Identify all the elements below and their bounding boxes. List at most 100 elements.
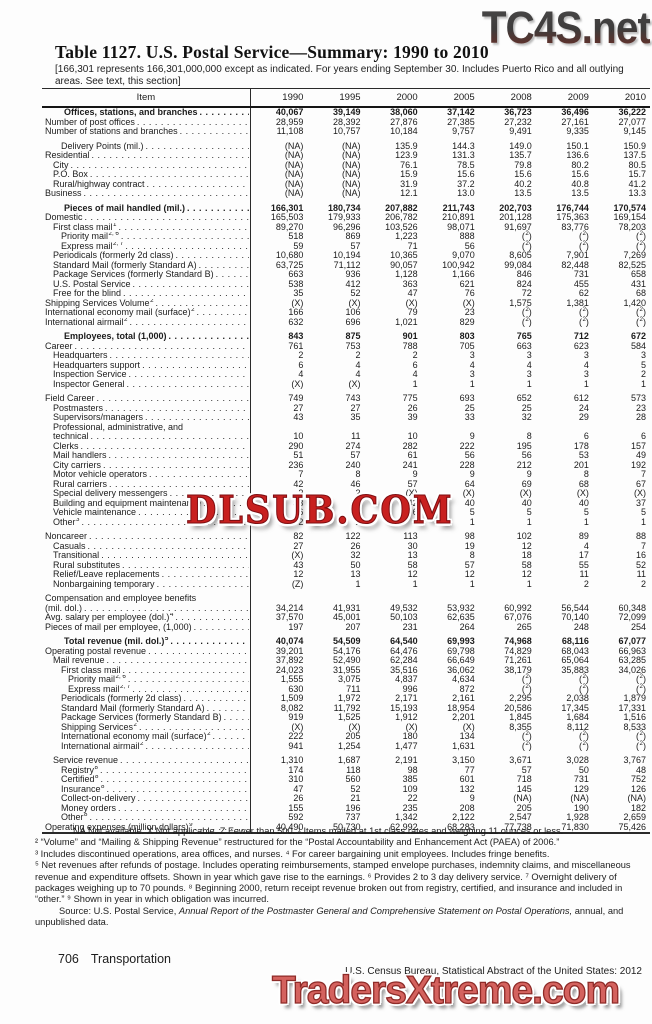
cell-value: 290 [288, 440, 304, 451]
cell-value: 1,525 [337, 712, 361, 722]
cell-value: 60,992 [504, 602, 532, 613]
cell-value: 6 [298, 359, 304, 370]
cell-value: 22 [407, 793, 418, 803]
cell-value: 241 [402, 459, 418, 470]
cell-value: (X) [462, 721, 475, 732]
cell-value: 8,112 [567, 721, 589, 732]
table-row: Registry8 174 118 98 77 57 50 48 [42, 764, 650, 775]
cell-value: 63,725 [275, 259, 304, 270]
cell-value: 1,555 [280, 674, 304, 684]
cell-value: 231 [402, 621, 418, 632]
cell-value: 210,891 [442, 212, 475, 222]
cell-value: (X) [348, 721, 361, 732]
cell-value: 40 [578, 497, 589, 508]
cell-value: 3 [583, 350, 589, 360]
watermark-tradersxtreme: TradersXtreme.com [271, 968, 620, 1012]
cell-value: 83,776 [561, 221, 589, 232]
cell-value: 79 [407, 307, 418, 317]
cell-value: 144.3 [452, 140, 475, 151]
cell-value [479, 589, 536, 604]
cell-value: 1 [412, 378, 418, 389]
row-label: Avg. salary per employee (dol.)4 [42, 613, 251, 623]
cell-value: 15.6 [571, 169, 589, 179]
cell-value: 38,060 [390, 107, 418, 117]
cell-value: 2 [355, 488, 361, 498]
cell-value: 1 [412, 578, 418, 589]
cell-value: 102 [516, 531, 532, 541]
cell-value: 1,631 [452, 740, 475, 751]
year-column-header: 1995 [307, 88, 365, 108]
cell-value: 621 [459, 278, 475, 289]
cell-value: 3,671 [509, 755, 532, 765]
cell-value: 67 [635, 478, 646, 489]
cell-value: 165,503 [270, 212, 304, 222]
row-label: Rural substitutes [42, 560, 251, 570]
cell-value: 3 [469, 350, 475, 360]
cell-value: (X) [519, 488, 532, 498]
table-row: Headquarters 2 2 2 3 3 3 3 [42, 350, 650, 361]
cell-value: 222 [459, 440, 475, 451]
cell-value: 90,057 [390, 259, 418, 270]
cell-value: 1 [640, 516, 646, 527]
cell-value: 228 [459, 459, 475, 470]
table-row: Domestic 165,503 179,933 206,782 210,891 201,… [42, 212, 650, 223]
cell-value: 64,476 [390, 645, 418, 656]
cell-value: 235 [402, 802, 418, 813]
cell-value: 51 [293, 450, 304, 460]
cell-value: (NA) [570, 793, 589, 803]
cell-value: 40,067 [275, 107, 304, 117]
cell-value: 1,575 [509, 297, 532, 308]
cell-value: 4 [355, 359, 361, 370]
cell-value: 10 [293, 431, 304, 441]
cell-value: 57 [407, 478, 418, 489]
cell-value: 2,161 [452, 693, 475, 703]
cell-value: 1 [583, 516, 589, 527]
cell-value: 72,099 [618, 612, 646, 622]
cell-value: (2) [521, 230, 532, 241]
cell-value: 62 [578, 288, 589, 298]
cell-value: 2,171 [395, 693, 418, 703]
table-row: Rural substitutes 43 50 58 57 58 55 52 [42, 560, 650, 570]
cell-value: (2) [578, 730, 589, 741]
cell-value: 48 [635, 764, 646, 775]
cell-value: 632 [288, 316, 304, 327]
cell-value: 12 [521, 540, 532, 551]
cell-value: 41,931 [332, 602, 361, 613]
table-row: Mail handlers 51 57 61 56 56 53 49 [42, 450, 650, 461]
watermark-tc4s: TC4S.net [481, 2, 651, 53]
row-label: Express mail2, 7 [42, 241, 251, 251]
cell-value: 89 [578, 531, 589, 541]
cell-value: 431 [630, 278, 646, 289]
cell-value: 11 [579, 569, 589, 579]
footnotes-block: NA Not available. X Not applicable. Z Fe… [35, 826, 647, 929]
cell-value: (2) [521, 682, 532, 694]
cell-value: (NA) [342, 169, 361, 179]
cell-value: 145 [516, 783, 532, 794]
footnote-line: ³ Includes discontinued operations, area… [35, 848, 550, 859]
section-name: Transportation [90, 952, 171, 966]
cell-value: 74,829 [504, 645, 532, 656]
table-row: Number of stations and branches 11,108 10,… [42, 126, 650, 137]
cell-value: 10,184 [390, 126, 418, 136]
cell-value: 57 [521, 764, 532, 775]
cell-value: 25 [464, 402, 475, 413]
cell-value: 919 [288, 712, 304, 722]
cell-value: 752 [630, 774, 646, 784]
cell-value: 180,734 [327, 202, 361, 213]
cell-value: 7,901 [566, 250, 589, 260]
cell-value: 1,223 [395, 231, 418, 241]
cell-value: 179,933 [327, 212, 361, 222]
table-row: Periodicals (formerly 2d class) 10,680 10,… [42, 250, 650, 261]
cell-value: 705 [459, 340, 475, 351]
cell-value: 169,154 [613, 212, 646, 222]
cell-value: 13.5 [514, 188, 532, 198]
row-label: Free for the blind [42, 289, 251, 299]
cell-value: 47 [407, 288, 418, 298]
row-label: City [42, 160, 251, 170]
cell-value: 56 [521, 450, 532, 460]
cell-value: 64 [464, 478, 475, 489]
cell-value: 775 [402, 393, 418, 403]
cell-value: 2 [412, 516, 418, 527]
cell-value: 134 [459, 731, 475, 741]
